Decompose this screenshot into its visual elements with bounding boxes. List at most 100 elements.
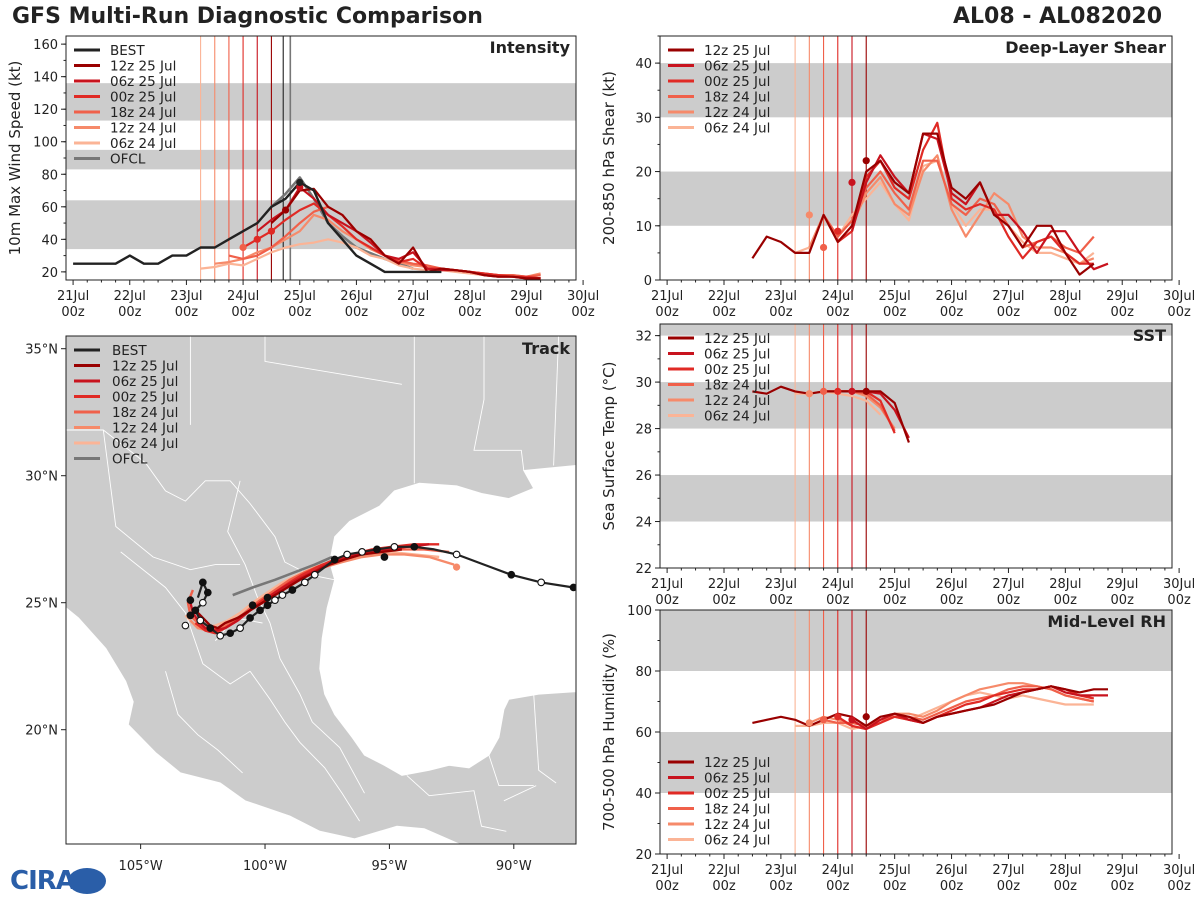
shear-ytick-label-2: 20 [635, 166, 652, 181]
track-legend-label-5: 12z 24 Jul [112, 421, 178, 437]
track-best-point-5 [390, 542, 399, 551]
rh-xtick-label-2-b: 00z [769, 879, 793, 894]
track-best-point-3 [452, 550, 461, 559]
rh-legend-label-1: 06z 25 Jul [704, 771, 770, 787]
sst-xtick-label-4-b: 00z [883, 593, 907, 608]
sst-plot-area [660, 324, 1172, 568]
track-xtick-label-0: 105°W [119, 859, 163, 874]
rh-ytick-label-1: 40 [635, 787, 652, 802]
sst-ylabel: Sea Surface Temp (°C) [600, 361, 618, 530]
rh-legend-label-2: 00z 25 Jul [704, 786, 770, 802]
border-line-9 [165, 671, 243, 774]
shear-xtick-label-4-b: 00z [883, 305, 907, 320]
sst-xtick-label-5: 26Jul [935, 577, 967, 592]
sst-xtick-label-9-b: 00z [1167, 593, 1191, 608]
rh-marker-1 [819, 716, 828, 724]
shear-frame [659, 35, 1173, 281]
intensity-legend-label-7: OFCL [110, 152, 146, 168]
rh-xtick-label-9-b: 00z [1167, 879, 1191, 894]
track-best-point-0 [569, 583, 576, 592]
intensity-marker-0 [281, 206, 290, 214]
track-map-area [66, 336, 576, 844]
intensity-xtick-label-8: 29Jul [510, 289, 542, 304]
track-best-point-12 [288, 586, 297, 594]
intensity-series-12z-25-jul [270, 187, 541, 280]
intensity-xtick-label-1: 22Jul [114, 289, 146, 304]
track-best-point-10 [310, 570, 319, 579]
sst-ytick-label-4: 30 [635, 376, 652, 391]
track-ofcl [232, 555, 333, 597]
rh-xtick-label-2: 23Jul [765, 863, 797, 878]
sst-band-0 [660, 475, 1172, 522]
rh-xtick-label-8: 29Jul [1106, 863, 1138, 878]
track-title: Track [522, 339, 570, 358]
track-best-point-25 [203, 588, 212, 597]
track-best-point-21 [206, 624, 215, 632]
sst-xtick-label-4: 25Jul [879, 577, 911, 592]
intensity-ylabel: 10m Max Wind Speed (kt) [6, 61, 24, 256]
sst-xtick-label-1-b: 00z [712, 593, 736, 608]
shear-xtick-label-9: 30Jul [1163, 289, 1195, 304]
shear-ytick-label-4: 40 [635, 57, 652, 72]
sst-legend-label-5: 06z 24 Jul [704, 409, 770, 425]
track-best-point-6 [373, 545, 381, 554]
shear-xtick-label-5-b: 00z [940, 305, 964, 320]
page-title: GFS Multi-Run Diagnostic Comparison [12, 4, 483, 29]
track-best-point-32 [380, 553, 389, 561]
intensity-xtick-label-7-b: 00z [458, 305, 482, 320]
rh-marker-0 [805, 719, 813, 727]
track-best-point-30 [263, 593, 272, 602]
shear-legend-label-1: 06z 25 Jul [704, 59, 770, 75]
track-best-point-15 [263, 601, 272, 610]
shear-marker-2 [834, 227, 842, 235]
track-best-point-19 [226, 629, 235, 638]
rh-title: Mid-Level RH [1047, 612, 1166, 631]
rh-ytick-label-3: 80 [635, 665, 652, 680]
shear-xtick-label-4: 25Jul [879, 289, 911, 304]
rh-series-18z-24-jul [823, 685, 1095, 727]
border-line-13 [533, 694, 557, 784]
shear-xtick-label-2: 23Jul [765, 289, 797, 304]
track-best-point-28 [186, 611, 195, 620]
rh-xtick-label-4: 25Jul [879, 863, 911, 878]
border-line-4 [473, 336, 525, 471]
storm-id: AL08 - AL082020 [953, 4, 1162, 29]
shear-xtick-label-8-b: 00z [1111, 305, 1135, 320]
intensity-marker-4 [239, 243, 247, 252]
sst-ytick-label-1: 24 [635, 516, 652, 531]
shear-xtick-label-6: 27Jul [992, 289, 1024, 304]
sst-xtick-label-6-b: 00z [997, 593, 1021, 608]
intensity-legend-label-4: 18z 24 Jul [110, 105, 176, 121]
border-line-15 [311, 721, 365, 794]
track-legend-label-4: 18z 24 Jul [112, 405, 178, 421]
track-best-point-14 [271, 596, 279, 605]
intensity-ytick-label-4: 100 [33, 136, 58, 151]
intensity-xtick-label-3: 24Jul [227, 289, 259, 304]
intensity-xtick-label-4-b: 00z [288, 305, 312, 320]
shear-marker-0 [805, 211, 813, 219]
sst-ytick-label-5: 32 [635, 330, 652, 345]
track-best-point-1 [537, 578, 546, 587]
intensity-ytick-label-2: 60 [41, 201, 58, 216]
rh-legend-label-4: 12z 24 Jul [704, 817, 770, 833]
track-ytick-label-1: 25°N [25, 597, 58, 612]
track-best-point-7 [358, 548, 366, 556]
land-mass [66, 336, 576, 844]
track-best-point-13 [278, 591, 287, 599]
border-line-11 [406, 775, 507, 832]
track-ytick-label-2: 30°N [25, 470, 58, 485]
shear-xtick-label-5: 26Jul [935, 289, 967, 304]
rh-band-0 [660, 732, 1172, 793]
track-best-point-27 [181, 621, 190, 630]
rh-xtick-label-3: 24Jul [822, 863, 854, 878]
border-line-6 [102, 429, 241, 571]
sst-marker-2 [834, 387, 842, 395]
intensity-marker-3 [253, 235, 261, 243]
intensity-ytick-label-0: 20 [41, 266, 58, 281]
sst-band-1 [660, 382, 1172, 429]
shear-legend-label-2: 00z 25 Jul [704, 74, 770, 90]
intensity-legend-label-1: 12z 25 Jul [110, 59, 176, 75]
shear-ylabel: 200-850 hPa Shear (kt) [600, 71, 618, 245]
rh-series-06z-24-jul [795, 691, 1094, 731]
intensity-marker-2 [267, 227, 276, 235]
